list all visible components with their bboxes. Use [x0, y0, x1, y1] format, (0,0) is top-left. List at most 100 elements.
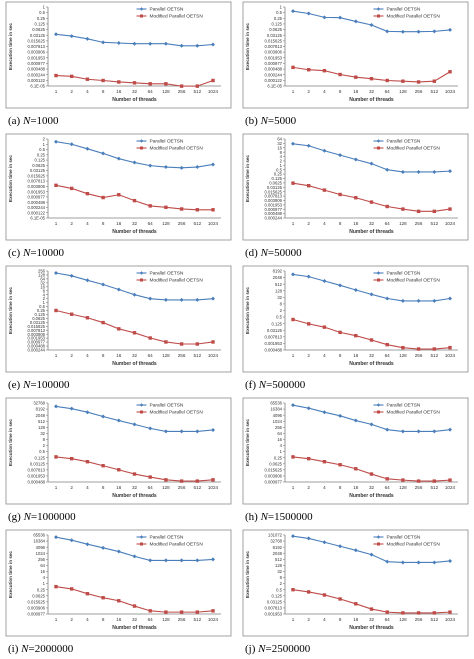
x-tick-label: 16	[116, 485, 122, 490]
data-point-parallel	[306, 143, 311, 148]
caption-variable: N	[258, 379, 267, 391]
chart-frame	[5, 1, 232, 109]
data-point-parallel	[353, 418, 358, 423]
legend-label: Parallel OETSN	[150, 139, 184, 145]
x-tick-label: 128	[399, 89, 407, 94]
x-tick-label: 512	[430, 485, 438, 490]
chart-frame	[5, 133, 232, 241]
data-point-modified	[164, 340, 168, 344]
y-tick-label: 0.000488	[28, 480, 46, 485]
data-point-parallel	[306, 406, 311, 411]
y-tick-label: 0.25	[37, 152, 46, 157]
y-tick-label: 1	[43, 142, 46, 147]
data-point-parallel	[211, 162, 215, 167]
data-point-modified	[132, 472, 137, 476]
x-tick-label: 1	[55, 617, 58, 622]
y-tick-label: 0.0625	[32, 163, 45, 168]
data-point-parallel	[163, 558, 168, 563]
data-point-modified	[117, 193, 121, 197]
x-tick-label: 512	[430, 89, 438, 94]
y-tick-label: 0.000977	[28, 340, 46, 345]
data-point-modified	[54, 183, 58, 188]
data-point-modified	[322, 593, 327, 597]
data-point-modified	[322, 460, 327, 464]
x-tick-label: 1024	[208, 485, 219, 490]
data-point-modified	[291, 455, 295, 459]
y-tick-label: 0.001953	[28, 55, 46, 60]
x-tick-label: 128	[162, 221, 170, 226]
chart-panel: 210.50.250.1250.06250.031250.0156250.007…	[5, 133, 232, 259]
data-point-modified	[101, 78, 105, 83]
x-tick-label: 1	[55, 221, 58, 226]
data-point-parallel	[85, 146, 90, 151]
data-point-parallel	[163, 429, 168, 434]
y-tick-label: 0.25	[274, 455, 283, 460]
data-point-parallel	[148, 163, 153, 168]
legend-marker	[140, 14, 143, 18]
y-tick-label: 0.5	[276, 315, 282, 320]
y-tick-label: 0.015625	[28, 173, 46, 178]
x-tick-label: 64	[385, 617, 391, 622]
y-tick-label: 0.000488	[265, 348, 283, 353]
x-tick-label: 512	[430, 221, 438, 226]
x-axis-title: Number of threads	[349, 625, 394, 631]
y-tick-label: 1	[43, 300, 46, 305]
data-point-modified	[354, 467, 358, 471]
legend-marker	[139, 403, 144, 407]
legend-marker	[376, 271, 381, 275]
x-tick-label: 2	[70, 221, 73, 226]
data-point-parallel	[179, 558, 184, 563]
x-tick-label: 4	[86, 617, 89, 622]
y-tick-label: 32768	[33, 401, 45, 406]
y-tick-label: 0.03125	[30, 168, 46, 173]
x-tick-label: 512	[193, 89, 201, 94]
data-point-parallel	[322, 540, 327, 545]
x-tick-label: 16	[116, 221, 122, 226]
data-point-parallel	[369, 161, 374, 166]
data-point-parallel	[69, 142, 74, 147]
y-tick-label: 0.003906	[28, 50, 46, 55]
y-tick-label: 0.5	[276, 167, 282, 172]
legend-label: Parallel OETSN	[387, 535, 421, 541]
y-tick-label: 0.5	[276, 587, 282, 592]
y-tick-label: 0.125	[272, 593, 283, 598]
data-point-modified	[85, 191, 90, 196]
y-tick-label: 0.000488	[28, 200, 46, 205]
y-tick-label: 0.125	[35, 455, 46, 460]
caption-value: =10000	[30, 247, 64, 259]
y-tick-label: 0.25	[274, 16, 283, 21]
y-tick-label: 16384	[270, 407, 282, 412]
data-point-parallel	[85, 36, 90, 41]
x-tick-label: 1	[292, 221, 295, 226]
x-tick-label: 32	[132, 353, 138, 358]
x-tick-label: 128	[399, 221, 407, 226]
x-tick-label: 256	[178, 485, 186, 490]
x-tick-label: 32	[132, 617, 138, 622]
y-tick-label: 128	[275, 563, 283, 568]
y-tick-label: 256	[275, 425, 283, 430]
data-point-modified	[291, 181, 295, 185]
y-tick-label: 0.000977	[28, 195, 46, 200]
data-point-modified	[307, 68, 311, 72]
y-tick-label: 16	[277, 145, 282, 150]
data-point-parallel	[291, 403, 295, 408]
y-tick-label: 0.007813	[28, 467, 46, 472]
data-point-modified	[401, 611, 405, 615]
x-tick-label: 64	[148, 89, 154, 94]
legend-marker	[140, 410, 143, 414]
x-tick-label: 8	[102, 89, 105, 94]
data-point-modified	[369, 200, 374, 204]
panel-caption: (d) N=50000	[245, 247, 302, 259]
x-tick-label: 128	[399, 617, 407, 622]
y-tick-label: 0.000977	[265, 207, 283, 212]
data-point-parallel	[385, 559, 390, 564]
data-point-modified	[70, 456, 74, 461]
x-tick-label: 4	[323, 89, 326, 94]
data-point-parallel	[54, 404, 58, 409]
caption-variable: N	[257, 643, 266, 655]
chart-frame	[5, 265, 232, 373]
legend-label: Modified Parallel OETSN	[387, 278, 441, 284]
data-point-parallel	[69, 34, 74, 39]
panel-caption: (g) N=1000000	[8, 511, 76, 523]
y-tick-label: 1	[43, 581, 46, 586]
